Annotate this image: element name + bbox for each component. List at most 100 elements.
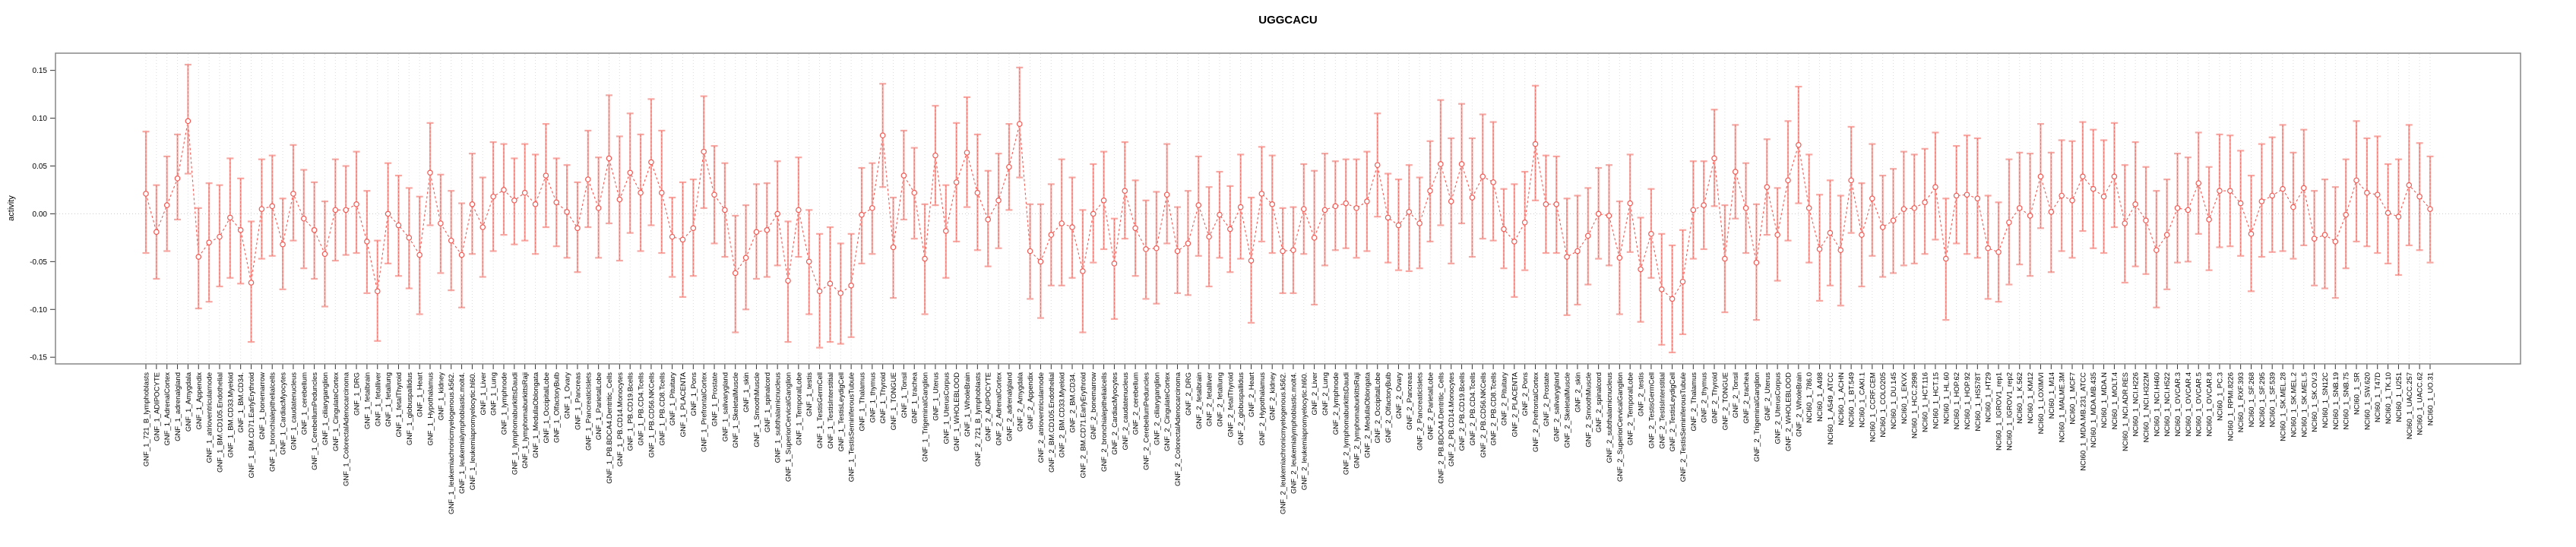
x-tick-label: GNF_1_fetallung	[385, 372, 393, 427]
y-tick-label: 0.15	[33, 67, 48, 75]
x-tick-label: NCI60_1_A498	[1816, 372, 1824, 422]
x-tick-label: GNF_2_lymphnode	[1332, 372, 1340, 435]
y-tick-label: 0.10	[33, 115, 48, 123]
data-point	[1069, 224, 1075, 230]
data-point	[595, 205, 602, 211]
x-tick-label: NCI60_1_MCF7	[2069, 372, 2078, 425]
x-tick-label: GNF_2_721_B_lymphoblasts	[974, 372, 983, 466]
data-point	[490, 193, 496, 200]
data-point	[1953, 192, 1960, 199]
data-point	[1217, 211, 1223, 218]
data-point	[711, 191, 717, 198]
data-point	[1753, 259, 1760, 266]
data-point	[2374, 191, 2381, 198]
data-point	[1701, 202, 1707, 208]
x-tick-label: GNF_1_Ovary	[564, 372, 572, 419]
data-point	[837, 290, 844, 296]
x-tick-label: GNF_1_Pituitary	[669, 372, 677, 425]
x-tick-label: GNF_1_Prostate	[711, 372, 720, 426]
data-point	[1501, 226, 1507, 232]
x-tick-label: NCI60_1_MDA.MB.231_ATCC	[2079, 372, 2087, 471]
data-point	[1932, 184, 1938, 190]
data-point	[1080, 268, 1086, 274]
x-tick-label: NCI60_1_HS578T	[1974, 372, 1983, 432]
x-tick-label: GNF_1_cerebellum	[300, 372, 309, 435]
data-point	[764, 227, 771, 233]
data-point	[1521, 219, 1528, 226]
data-point	[827, 280, 834, 287]
x-tick-label: GNF_1_TemporalLobe	[795, 372, 803, 445]
data-point	[448, 237, 454, 244]
data-point	[532, 201, 539, 207]
data-point	[1364, 198, 1370, 204]
x-tick-label: NCI60_1_RXF.393	[2237, 372, 2245, 432]
x-tick-label: GNF_1_SmoothMuscle	[753, 372, 761, 447]
data-point	[722, 207, 728, 213]
x-tick-label: GNF_2_leukemiapromyelocytic.hl60.	[1300, 372, 1309, 490]
data-point	[796, 207, 802, 213]
data-point	[2006, 219, 2012, 226]
data-point	[395, 222, 402, 229]
x-tick-label: GNF_1_BM.CD33.Myeloid	[226, 372, 235, 457]
data-point	[1638, 266, 1644, 273]
x-tick-label: NCI60_1_IGROV1_rep1	[1995, 372, 2004, 451]
data-point	[1648, 231, 1654, 237]
data-point	[2364, 189, 2370, 196]
x-tick-label: GNF_2_Thalamus	[1690, 372, 1698, 432]
x-tick-label: NCI60_1_CAKI.1	[1858, 372, 1866, 428]
x-tick-label: NCI60_1_SK.MEL.2	[2290, 372, 2298, 438]
data-point	[658, 189, 665, 196]
x-tick-label: GNF_1_salivarygland	[721, 372, 729, 441]
x-tick-label: NCI60_1_HCT.116	[1922, 372, 1930, 432]
x-tick-label: GNF_2_fetalliver	[1206, 372, 1214, 426]
x-tick-label: GNF_1_skin	[742, 372, 751, 413]
data-point	[469, 201, 476, 207]
data-point	[1174, 248, 1181, 255]
data-point	[1616, 255, 1623, 261]
data-point	[890, 244, 897, 251]
x-tick-label: GNF_2_kidney	[1269, 372, 1277, 421]
x-tick-label: GNF_1_Tonsil	[900, 372, 909, 418]
x-tick-label: GNF_2_bronchialepithelialcells	[1100, 372, 1109, 472]
data-point	[174, 175, 181, 182]
data-point	[995, 198, 1002, 204]
x-tick-label: GNF_1_PB.CD8.Tcells	[658, 372, 666, 446]
data-point	[1154, 245, 1160, 251]
y-tick-label: 0.05	[33, 163, 48, 171]
x-tick-label: NCI60_1_TK.10	[2385, 372, 2393, 424]
x-tick-label: GNF_1_Hypothalamus	[427, 372, 435, 446]
data-point	[1890, 217, 1897, 224]
data-point	[2111, 173, 2118, 180]
x-tick-label: GNF_2_TestisInterstitial	[1658, 372, 1666, 449]
data-point	[206, 239, 212, 245]
data-point	[2248, 231, 2255, 237]
data-point	[753, 229, 760, 236]
data-point	[1942, 255, 1949, 262]
data-point	[879, 132, 886, 139]
data-point	[1764, 184, 1771, 190]
data-point	[1785, 177, 1791, 184]
data-point	[501, 187, 507, 193]
data-point	[1111, 261, 1118, 267]
x-tick-label: GNF_1_bronchialepithelialcells	[269, 372, 277, 472]
x-tick-label: GNF_2_subthalamicnucleus	[1606, 372, 1614, 463]
x-tick-label: NCI60_1_HOP.62	[1953, 372, 1961, 429]
x-tick-label: NCI60_1_EKVX	[1900, 372, 1909, 424]
x-tick-label: GNF_1_Amygdala	[185, 372, 193, 432]
data-point	[1564, 254, 1570, 260]
data-point	[1679, 278, 1686, 285]
data-point	[2143, 217, 2149, 224]
x-tick-label: NCI60_1_HCC.2998	[1911, 372, 1919, 438]
data-point	[1827, 229, 1834, 236]
x-tick-label: GNF_2_BM.CD33.Myeloid	[1059, 372, 1067, 457]
x-tick-label: GNF_1_lymphnode	[500, 372, 508, 435]
x-tick-label: GNF_2_TemporalLobe	[1627, 372, 1635, 445]
data-point	[932, 152, 938, 159]
data-point	[859, 211, 865, 218]
x-tick-label: GNF_2_WholeBrain	[1795, 372, 1803, 437]
x-tick-label: GNF_2_ciliaryganglion	[1153, 372, 1161, 445]
data-point	[2237, 200, 2244, 207]
x-tick-label: GNF_2_MedullaOblongata	[1363, 372, 1372, 458]
x-tick-label: GNF_1_ColorectalAdenocarcinoma	[343, 372, 351, 486]
data-point	[1553, 201, 1560, 207]
